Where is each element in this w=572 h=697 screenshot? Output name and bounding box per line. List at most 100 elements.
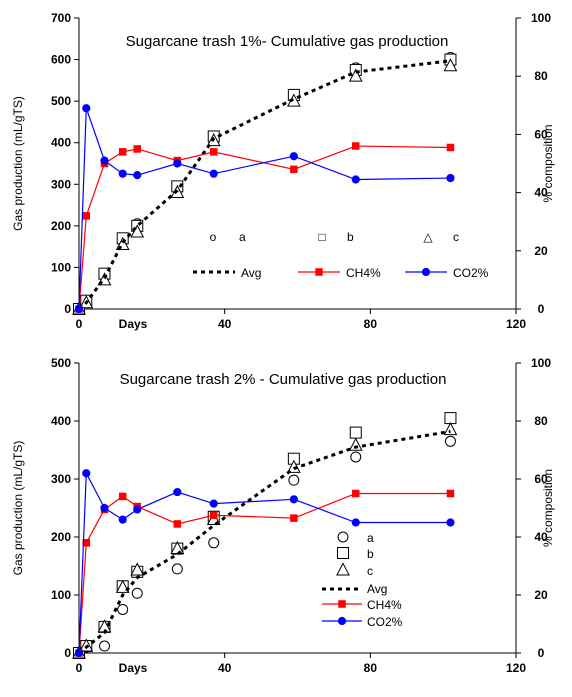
series-co2-point xyxy=(82,469,91,478)
y2-tick-label: 0 xyxy=(538,646,545,660)
y-axis-label: Gas production (mL/gTS) xyxy=(11,96,25,231)
series-co2-point xyxy=(100,503,109,513)
x-tick-label: 0 xyxy=(76,661,83,675)
x-tick-label: 40 xyxy=(218,661,232,675)
series-a-point xyxy=(208,537,220,549)
series-ch4-point xyxy=(290,514,298,522)
legend-a-label: a xyxy=(367,531,374,545)
series-b-point xyxy=(349,426,362,439)
legend-avg-label: Avg xyxy=(367,582,387,596)
x-tick-label: 120 xyxy=(506,317,526,331)
y2-tick-label: 40 xyxy=(534,186,548,200)
series-co2-point xyxy=(100,156,109,165)
series-c-point xyxy=(130,562,145,576)
chart-panel-bottom: 0 100 200 300 400 500 0 20 40 60 80 100 0 40 80 120 Suga… xyxy=(11,356,555,675)
x-tick-label: 0 xyxy=(76,317,83,331)
legend-ch4-label: CH4% xyxy=(346,266,381,280)
series-co2-point xyxy=(209,169,218,178)
legend-b-label: b xyxy=(367,547,374,561)
y-tick-label: 0 xyxy=(64,646,71,660)
y-tick-label: 300 xyxy=(51,177,71,191)
series-co2-point xyxy=(74,648,84,658)
y-tick-label: 300 xyxy=(51,472,71,486)
series-co2-point xyxy=(289,152,298,161)
series-co2-point xyxy=(173,159,182,168)
series-ch4-point xyxy=(173,520,182,528)
chart-title: Sugarcane trash 1%- Cumulative gas produ… xyxy=(126,33,449,50)
series-co2-point xyxy=(74,304,84,314)
series-ch4-point xyxy=(133,145,142,153)
series-co2-point xyxy=(446,173,455,183)
series-c-point xyxy=(170,540,185,555)
y2-tick-label: 40 xyxy=(534,530,548,544)
y2-tick-label: 20 xyxy=(534,244,548,258)
series-ch4-point xyxy=(118,492,127,501)
series-a-point xyxy=(350,451,362,463)
legend-avg-label: Avg xyxy=(241,266,261,280)
x-tick-label: 120 xyxy=(506,661,526,675)
legend-a-label: a xyxy=(239,230,246,244)
legend-a-marker xyxy=(337,531,349,543)
y-tick-label: 500 xyxy=(51,356,71,370)
series-a-point xyxy=(171,563,183,575)
y2-tick-label: 100 xyxy=(531,11,551,25)
y-tick-label: 100 xyxy=(51,588,71,602)
series-ch4-point xyxy=(446,489,455,498)
series-a-point xyxy=(444,435,456,447)
legend-co2-label: CO2% xyxy=(453,266,489,280)
legend-co2-marker xyxy=(421,267,431,277)
series-co2-point xyxy=(133,171,142,180)
legend-c-label: c xyxy=(453,230,459,244)
y-tick-label: 400 xyxy=(51,414,71,428)
y-axis-label: Gas production (mL/gTS) xyxy=(11,441,25,576)
chart-panel-top: 0 100 200 300 400 500 600 700 0 20 40 60 80 100 0 40 80 1… xyxy=(11,11,555,331)
series-ch4-point xyxy=(352,142,360,150)
x-tick-label: 80 xyxy=(364,317,378,331)
series-co2-point xyxy=(118,169,127,178)
series-b-point xyxy=(444,412,457,425)
series-ch4-point xyxy=(446,143,455,152)
legend-co2-label: CO2% xyxy=(367,615,403,629)
series-avg-line xyxy=(78,429,451,655)
x-tick-label: 40 xyxy=(218,317,232,331)
legend-ch4-label: CH4% xyxy=(367,598,402,612)
series-co2-point xyxy=(446,518,455,527)
series-c-point xyxy=(348,68,363,82)
series-ch4-line xyxy=(78,492,451,654)
y2-tick-label: 60 xyxy=(534,127,548,141)
y2-tick-label: 80 xyxy=(534,414,548,428)
legend-a-marker: o xyxy=(210,230,217,244)
legend-b-marker xyxy=(337,547,349,559)
series-co2-line xyxy=(78,470,451,654)
y2-tick-label: 20 xyxy=(534,588,548,602)
series-a-point xyxy=(117,604,129,615)
y2-axis-label: % composition xyxy=(541,469,555,547)
legend-b-label: b xyxy=(347,230,354,244)
y2-axis-label: % composition xyxy=(541,124,555,202)
y-tick-label: 200 xyxy=(51,219,71,233)
x-axis-label: Days xyxy=(119,317,148,331)
series-a-point xyxy=(288,474,300,486)
series-co2-point xyxy=(351,518,360,527)
series-co2-point xyxy=(351,175,360,184)
legend-c-label: c xyxy=(367,564,373,578)
series-co2-point xyxy=(209,499,218,508)
series-ch4-point xyxy=(290,165,298,174)
series-ch4-line xyxy=(78,145,451,310)
series-ch4-point xyxy=(82,212,91,220)
series-ch4-point xyxy=(209,511,218,519)
series-co2-point xyxy=(133,505,142,514)
series-co2-line xyxy=(78,108,451,310)
legend-ch4-marker xyxy=(315,268,323,276)
y-tick-label: 600 xyxy=(51,53,71,67)
series-c-point xyxy=(348,437,363,451)
series-ch4-point xyxy=(118,148,127,156)
series-c-point xyxy=(443,58,458,72)
y2-tick-label: 100 xyxy=(531,356,551,370)
series-a-point xyxy=(131,587,143,599)
y-tick-label: 700 xyxy=(51,11,71,25)
series-co2-point xyxy=(82,104,91,113)
series-co2-point xyxy=(289,495,298,504)
series-c-point xyxy=(79,638,94,652)
